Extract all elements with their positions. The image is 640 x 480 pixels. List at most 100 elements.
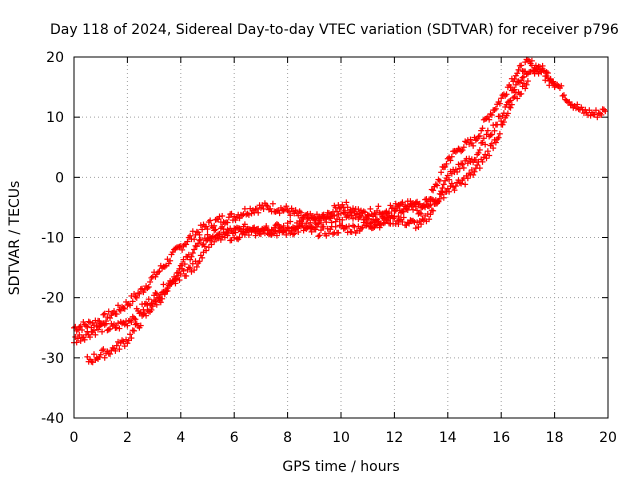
- data-point: [301, 224, 308, 231]
- data-point: [116, 325, 123, 332]
- data-point: [199, 254, 206, 261]
- data-point: [101, 321, 108, 328]
- data-point: [323, 219, 330, 226]
- data-point: [217, 236, 224, 243]
- x-tick-label: 18: [546, 430, 564, 446]
- data-point: [183, 241, 190, 248]
- data-point: [370, 224, 377, 231]
- data-point: [447, 183, 454, 190]
- data-point: [317, 219, 324, 226]
- data-point: [152, 298, 159, 305]
- data-point: [156, 268, 163, 275]
- x-tick-label: 8: [283, 430, 292, 446]
- data-point: [281, 206, 288, 213]
- data-point: [248, 210, 255, 217]
- data-point: [427, 211, 434, 218]
- data-point: [105, 308, 112, 315]
- data-point: [228, 210, 235, 217]
- data-point: [127, 302, 134, 309]
- data-point: [484, 127, 491, 134]
- data-point: [320, 223, 327, 230]
- data-point: [121, 321, 128, 328]
- data-point: [304, 216, 311, 223]
- data-points: [71, 56, 609, 366]
- data-point: [263, 202, 270, 209]
- data-point: [435, 197, 442, 204]
- data-point: [147, 278, 154, 285]
- data-point: [303, 211, 310, 218]
- data-point: [438, 188, 445, 195]
- data-point: [325, 230, 332, 237]
- data-point: [527, 68, 534, 75]
- data-point: [143, 300, 150, 307]
- data-point: [587, 112, 594, 119]
- data-point: [511, 86, 518, 93]
- data-point: [439, 189, 446, 196]
- data-point: [456, 179, 463, 186]
- data-point: [440, 181, 447, 188]
- data-point: [468, 140, 475, 147]
- data-point: [406, 220, 413, 227]
- data-point: [499, 92, 506, 99]
- data-point: [263, 223, 270, 230]
- y-tick-label: 0: [55, 170, 64, 186]
- data-point: [188, 253, 195, 260]
- data-point: [487, 110, 494, 117]
- data-point: [187, 256, 194, 263]
- data-point: [219, 212, 226, 219]
- data-point: [395, 221, 402, 228]
- data-point: [99, 328, 106, 335]
- data-point: [356, 214, 363, 221]
- data-point: [79, 327, 86, 334]
- data-point: [518, 62, 525, 69]
- data-point: [96, 323, 103, 330]
- data-point: [193, 263, 200, 270]
- data-point: [432, 181, 439, 188]
- data-point: [364, 219, 371, 226]
- data-point: [522, 85, 529, 92]
- data-point: [392, 200, 399, 207]
- data-point: [400, 214, 407, 221]
- data-point: [103, 320, 110, 327]
- data-point: [160, 281, 167, 288]
- data-point: [418, 210, 425, 217]
- data-point: [504, 110, 511, 117]
- data-point: [398, 209, 405, 216]
- data-point: [386, 209, 393, 216]
- data-point: [191, 246, 198, 253]
- data-point: [245, 232, 252, 239]
- x-tick-label: 4: [176, 430, 185, 446]
- data-point: [475, 149, 482, 156]
- data-point: [498, 95, 505, 102]
- data-point: [328, 219, 335, 226]
- data-point: [203, 247, 210, 254]
- data-point: [471, 134, 478, 141]
- data-point: [490, 145, 497, 152]
- data-point: [121, 343, 128, 350]
- data-point: [363, 222, 370, 229]
- x-tick-label: 10: [332, 430, 350, 446]
- data-point: [275, 221, 282, 228]
- data-point: [446, 154, 453, 161]
- data-point: [317, 227, 324, 234]
- data-point: [390, 205, 397, 212]
- data-point: [462, 138, 469, 145]
- data-point: [407, 217, 414, 224]
- data-point: [93, 355, 100, 362]
- data-point: [181, 261, 188, 268]
- data-point: [350, 205, 357, 212]
- data-point: [380, 220, 387, 227]
- data-point: [224, 232, 231, 239]
- data-point: [113, 324, 120, 331]
- data-point: [140, 311, 147, 318]
- data-point: [419, 216, 426, 223]
- data-point: [551, 84, 558, 91]
- data-point: [467, 136, 474, 143]
- data-point: [591, 111, 598, 118]
- data-point: [515, 78, 522, 85]
- data-point: [500, 119, 507, 126]
- axis-ticks: 0 2 4 6 8 10 12 14 16 18 20 -40 -30 -20 -10 0 10 20: [41, 50, 617, 446]
- data-point: [215, 216, 222, 223]
- data-point: [153, 290, 160, 297]
- data-point: [233, 235, 240, 242]
